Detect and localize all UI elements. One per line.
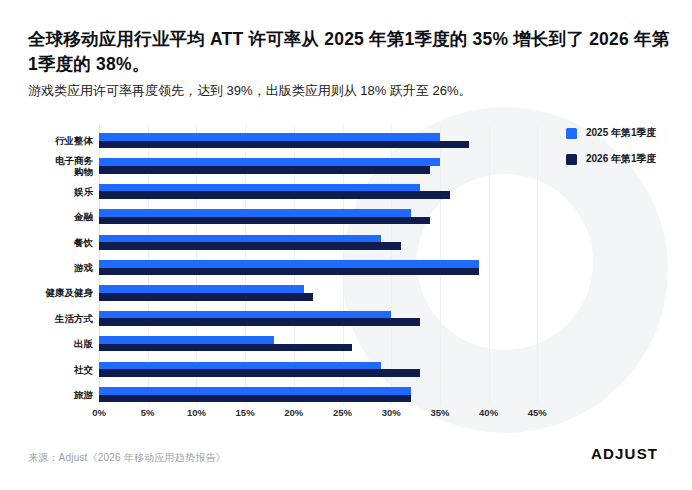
- x-axis-tick-10%: 10%: [179, 407, 213, 418]
- bar-series0-cat4: [99, 235, 381, 243]
- adjust-logo: ADJUST: [591, 445, 658, 462]
- x-axis-tick-30%: 30%: [374, 407, 408, 418]
- bar-series1-cat9: [99, 369, 420, 377]
- bar-series1-cat10: [99, 395, 411, 403]
- source-note: 来源：Adjust《2026 年移动应用趋势报告》: [28, 451, 226, 465]
- legend-label-0: 2025 年第1季度: [586, 126, 657, 140]
- legend-item-1: 2026 年第1季度: [566, 152, 657, 166]
- bar-series0-cat7: [99, 311, 391, 319]
- bar-series1-cat5: [99, 268, 479, 276]
- chart-legend: 2025 年第1季度 2026 年第1季度: [566, 126, 657, 178]
- bar-series1-cat7: [99, 318, 420, 326]
- x-axis-tick-15%: 15%: [228, 407, 262, 418]
- x-axis-tick-45%: 45%: [520, 407, 554, 418]
- bar-series0-cat9: [99, 362, 381, 370]
- x-axis-tick-0%: 0%: [82, 407, 116, 418]
- x-axis-tick-25%: 25%: [326, 407, 360, 418]
- legend-label-1: 2026 年第1季度: [586, 152, 657, 166]
- legend-swatch-icon: [566, 154, 577, 165]
- bar-series0-cat8: [99, 336, 274, 344]
- x-axis-tick-20%: 20%: [277, 407, 311, 418]
- bar-series1-cat2: [99, 191, 450, 199]
- bar-series0-cat6: [99, 285, 304, 293]
- bar-series0-cat3: [99, 209, 411, 217]
- gridline-40%: [489, 125, 490, 405]
- bar-series1-cat3: [99, 217, 430, 225]
- category-label-8: 出版: [0, 332, 93, 356]
- bar-series1-cat1: [99, 166, 430, 174]
- bar-series1-cat8: [99, 344, 352, 352]
- x-axis-tick-40%: 40%: [472, 407, 506, 418]
- bar-series1-cat0: [99, 141, 469, 149]
- bar-series1-cat4: [99, 242, 401, 250]
- bar-series0-cat5: [99, 260, 479, 268]
- bar-series0-cat2: [99, 184, 420, 192]
- category-label-4: 餐饮: [0, 230, 93, 254]
- category-label-0: 行业整体: [0, 129, 93, 153]
- bar-series1-cat6: [99, 293, 313, 301]
- category-label-5: 游戏: [0, 256, 93, 280]
- category-label-1: 电子商务 购物: [0, 154, 93, 178]
- category-label-6: 健康及健身: [0, 281, 93, 305]
- legend-swatch-icon: [566, 128, 577, 139]
- category-label-2: 娱乐: [0, 179, 93, 203]
- infographic-page: 全球移动应用行业平均 ATT 许可率从 2025 年第1季度的 35% 增长到了…: [0, 0, 692, 490]
- legend-item-0: 2025 年第1季度: [566, 126, 657, 140]
- category-label-7: 生活方式: [0, 306, 93, 330]
- category-label-10: 旅游: [0, 383, 93, 407]
- bar-series0-cat10: [99, 387, 411, 395]
- x-axis-tick-35%: 35%: [423, 407, 457, 418]
- bar-series0-cat1: [99, 158, 440, 166]
- x-axis-tick-5%: 5%: [131, 407, 165, 418]
- gridline-45%: [537, 125, 538, 405]
- att-consent-rate-bar-chart: 0% 5% 10% 15% 20% 25% 30% 35% 40% 45% 行业整体电子商务 购物娱…: [0, 0, 692, 490]
- category-label-9: 社交: [0, 357, 93, 381]
- bar-series0-cat0: [99, 133, 440, 141]
- category-label-3: 金融: [0, 205, 93, 229]
